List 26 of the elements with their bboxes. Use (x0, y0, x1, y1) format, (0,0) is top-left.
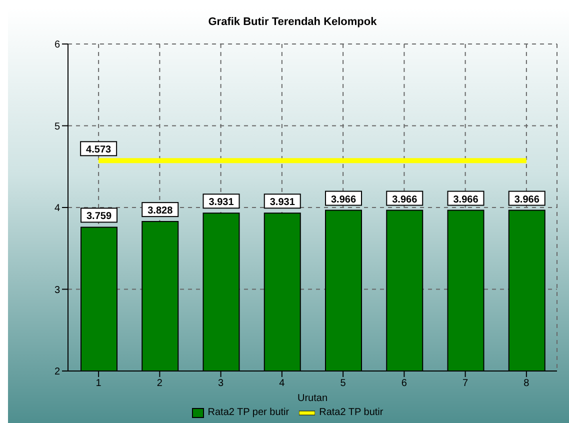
y-tick-label: 3 (54, 284, 60, 296)
x-tick-label: 4 (279, 378, 286, 390)
data-label: 3.759 (86, 211, 112, 222)
data-label: 3.966 (453, 194, 479, 206)
data-label: 3.931 (208, 197, 234, 208)
legend-label: Rata2 TP per butir (208, 407, 290, 418)
y-tick-label: 6 (54, 40, 60, 51)
x-tick-label: 3 (218, 378, 224, 390)
data-label: 3.966 (514, 194, 540, 206)
data-label: 3.966 (330, 194, 356, 206)
x-tick-label: 1 (96, 378, 102, 390)
x-tick-label: 2 (156, 378, 163, 390)
x-tick-label: 6 (401, 378, 408, 390)
data-label: 3.931 (270, 197, 296, 208)
data-label: 4.573 (86, 144, 112, 156)
x-tick-label: 8 (524, 378, 530, 390)
y-tick-label: 4 (54, 203, 60, 214)
data-label: 3.828 (148, 206, 174, 217)
x-axis-title: Urutan (297, 393, 328, 404)
legend-label: Rata2 TP butir (319, 407, 384, 418)
y-tick-label: 5 (54, 121, 60, 132)
data-label: 3.966 (392, 194, 418, 206)
y-tick-label: 2 (54, 366, 60, 378)
x-tick-label: 5 (340, 378, 346, 390)
x-tick-label: 7 (462, 378, 469, 390)
chart-title: Grafik Butir Terendah Kelompok (207, 15, 378, 30)
